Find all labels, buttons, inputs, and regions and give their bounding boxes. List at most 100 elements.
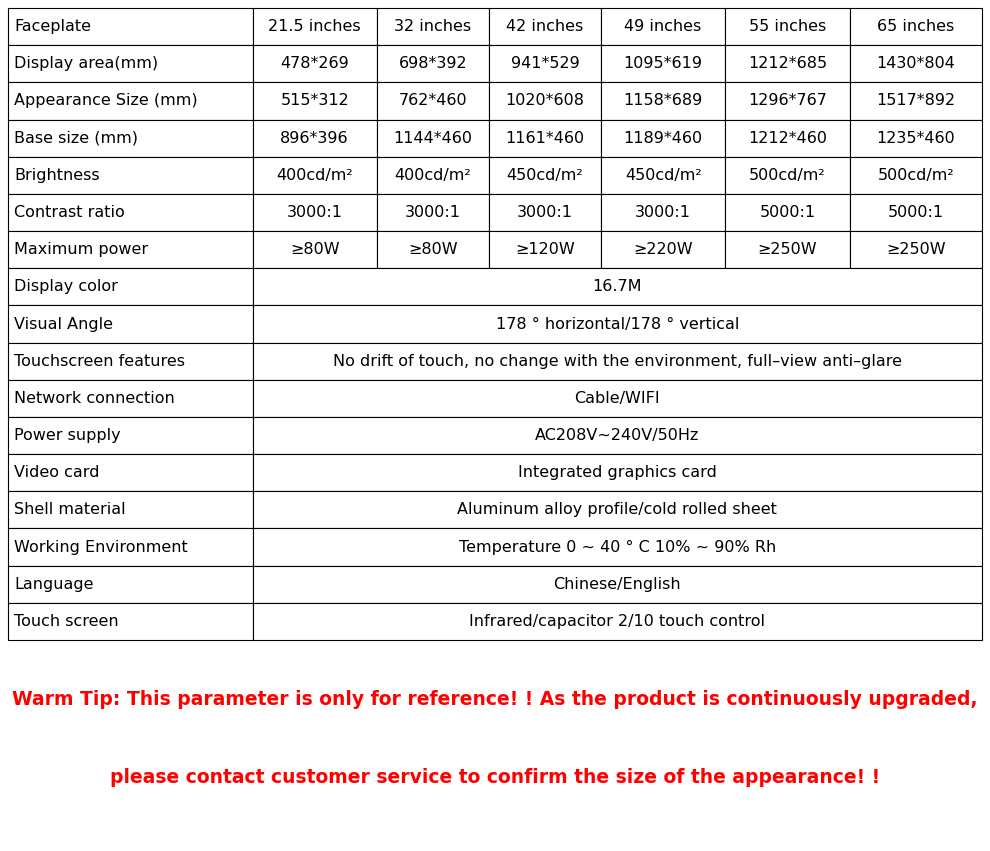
- Text: 1296*767: 1296*767: [748, 94, 827, 108]
- Bar: [8, 45, 252, 83]
- Text: ≥80W: ≥80W: [408, 243, 457, 257]
- Text: Display area(mm): Display area(mm): [14, 56, 158, 71]
- Bar: [489, 231, 601, 268]
- Bar: [849, 231, 982, 268]
- Text: 762*460: 762*460: [399, 94, 467, 108]
- Bar: [8, 231, 252, 268]
- Bar: [726, 119, 849, 157]
- Text: Working Environment: Working Environment: [14, 540, 188, 555]
- Text: ≥80W: ≥80W: [290, 243, 340, 257]
- Text: 1161*460: 1161*460: [505, 130, 584, 146]
- Bar: [726, 45, 849, 83]
- Bar: [601, 194, 726, 231]
- Text: 3000:1: 3000:1: [517, 205, 573, 220]
- Bar: [8, 380, 252, 417]
- Bar: [252, 306, 982, 343]
- Text: 1517*892: 1517*892: [876, 94, 955, 108]
- Bar: [252, 603, 982, 640]
- Text: 1144*460: 1144*460: [393, 130, 472, 146]
- Bar: [849, 157, 982, 194]
- Text: 478*269: 478*269: [280, 56, 349, 71]
- Bar: [8, 306, 252, 343]
- Bar: [849, 119, 982, 157]
- Bar: [489, 83, 601, 119]
- Bar: [252, 231, 377, 268]
- Text: 450cd/m²: 450cd/m²: [625, 168, 702, 183]
- Text: 65 inches: 65 inches: [877, 19, 954, 34]
- Text: Maximum power: Maximum power: [14, 243, 148, 257]
- Bar: [726, 8, 849, 45]
- Bar: [8, 454, 252, 491]
- Bar: [489, 119, 601, 157]
- Text: please contact customer service to confirm the size of the appearance! !: please contact customer service to confi…: [110, 768, 880, 786]
- Text: Aluminum alloy profile/cold rolled sheet: Aluminum alloy profile/cold rolled sheet: [457, 502, 777, 517]
- Text: 3000:1: 3000:1: [405, 205, 461, 220]
- Bar: [252, 268, 982, 306]
- Bar: [252, 491, 982, 528]
- Text: 16.7M: 16.7M: [592, 279, 642, 294]
- Text: Brightness: Brightness: [14, 168, 100, 183]
- Bar: [252, 157, 377, 194]
- Bar: [489, 8, 601, 45]
- Text: 450cd/m²: 450cd/m²: [507, 168, 583, 183]
- Bar: [252, 343, 982, 380]
- Bar: [377, 45, 489, 83]
- Text: Faceplate: Faceplate: [14, 19, 91, 34]
- Text: 1020*608: 1020*608: [506, 94, 584, 108]
- Text: 3000:1: 3000:1: [636, 205, 691, 220]
- Bar: [8, 157, 252, 194]
- Text: 55 inches: 55 inches: [748, 19, 826, 34]
- Text: Appearance Size (mm): Appearance Size (mm): [14, 94, 198, 108]
- Text: 1189*460: 1189*460: [624, 130, 703, 146]
- Text: ≥250W: ≥250W: [757, 243, 817, 257]
- Bar: [8, 83, 252, 119]
- Text: No drift of touch, no change with the environment, full–view anti–glare: No drift of touch, no change with the en…: [333, 354, 902, 368]
- Text: Touchscreen features: Touchscreen features: [14, 354, 185, 368]
- Text: ≥120W: ≥120W: [515, 243, 575, 257]
- Text: 1212*685: 1212*685: [747, 56, 827, 71]
- Bar: [8, 194, 252, 231]
- Bar: [377, 194, 489, 231]
- Bar: [726, 83, 849, 119]
- Text: 500cd/m²: 500cd/m²: [749, 168, 826, 183]
- Text: Temperature 0 ~ 40 ° C 10% ~ 90% Rh: Temperature 0 ~ 40 ° C 10% ~ 90% Rh: [458, 540, 776, 555]
- Bar: [8, 417, 252, 454]
- Bar: [726, 194, 849, 231]
- Bar: [8, 566, 252, 603]
- Text: Infrared/capacitor 2/10 touch control: Infrared/capacitor 2/10 touch control: [469, 614, 765, 629]
- Bar: [252, 83, 377, 119]
- Bar: [601, 8, 726, 45]
- Text: Network connection: Network connection: [14, 391, 175, 406]
- Text: 896*396: 896*396: [280, 130, 349, 146]
- Text: 1095*619: 1095*619: [624, 56, 703, 71]
- Bar: [252, 566, 982, 603]
- Text: Chinese/English: Chinese/English: [553, 577, 681, 591]
- Text: 515*312: 515*312: [280, 94, 349, 108]
- Bar: [849, 194, 982, 231]
- Text: 941*529: 941*529: [511, 56, 579, 71]
- Text: Integrated graphics card: Integrated graphics card: [518, 465, 717, 480]
- Bar: [8, 491, 252, 528]
- Text: 178 ° horizontal/178 ° vertical: 178 ° horizontal/178 ° vertical: [496, 317, 739, 332]
- Text: 3000:1: 3000:1: [287, 205, 343, 220]
- Text: ≥220W: ≥220W: [634, 243, 693, 257]
- Text: 400cd/m²: 400cd/m²: [276, 168, 353, 183]
- Text: 400cd/m²: 400cd/m²: [395, 168, 471, 183]
- Bar: [849, 8, 982, 45]
- Text: 500cd/m²: 500cd/m²: [877, 168, 954, 183]
- Bar: [377, 83, 489, 119]
- Text: Video card: Video card: [14, 465, 100, 480]
- Bar: [726, 157, 849, 194]
- Text: Display color: Display color: [14, 279, 118, 294]
- Bar: [252, 528, 982, 566]
- Text: Shell material: Shell material: [14, 502, 126, 517]
- Bar: [8, 119, 252, 157]
- Text: Cable/WIFI: Cable/WIFI: [574, 391, 660, 406]
- Bar: [8, 603, 252, 640]
- Bar: [8, 343, 252, 380]
- Bar: [377, 8, 489, 45]
- Text: Touch screen: Touch screen: [14, 614, 119, 629]
- Bar: [489, 194, 601, 231]
- Bar: [489, 45, 601, 83]
- Bar: [849, 45, 982, 83]
